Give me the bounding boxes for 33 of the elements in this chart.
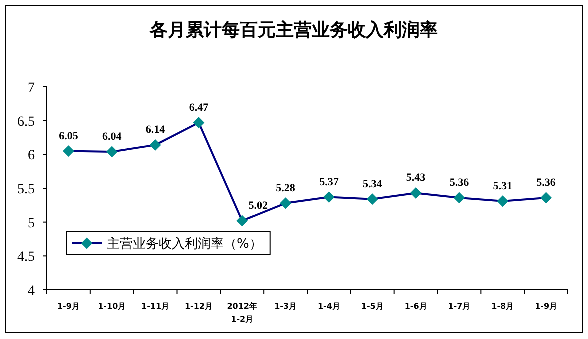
y-tick-label: 6: [28, 148, 35, 164]
x-tick-label: 1-3月: [274, 302, 298, 311]
data-label: 5.31: [493, 180, 512, 192]
x-tick-label: 1-8月: [492, 302, 514, 311]
y-tick-label: 4: [28, 284, 35, 299]
data-label: 5.02: [248, 200, 268, 212]
legend-label: 主营业务收入利润率（%）: [107, 236, 262, 252]
x-tick-label: 1-12月: [184, 302, 213, 311]
y-tick-label: 6.5: [18, 114, 35, 130]
x-tick-label: 1-6月: [404, 302, 428, 311]
x-tick-label: 2012年 1-2月: [227, 302, 258, 324]
x-tick-label: 1-4月: [318, 302, 340, 311]
chart-title: 各月累计每百元主营业务收入利润率: [149, 20, 438, 40]
data-label: 5.36: [450, 176, 470, 189]
x-tick-label: 1-9月: [535, 302, 558, 311]
data-label: 5.37: [320, 176, 340, 188]
data-label: 6.05: [59, 130, 79, 142]
data-label: 5.28: [276, 182, 296, 194]
y-tick-label: 5: [28, 216, 35, 232]
data-label: 6.04: [102, 130, 122, 143]
data-label: 5.43: [406, 172, 426, 184]
y-tick-label: 4.5: [18, 250, 35, 266]
y-tick-label: 7: [28, 81, 35, 96]
data-label: 5.36: [536, 176, 556, 189]
data-label: 5.34: [363, 178, 383, 190]
data-label: 6.47: [189, 102, 210, 114]
x-tick-label: 1-11月: [142, 302, 170, 311]
data-label: 6.14: [146, 124, 166, 136]
x-tick-label: 1-9月: [57, 302, 80, 311]
x-tick-label: 1-5月: [361, 302, 384, 311]
x-tick-label: 1-7月: [448, 302, 471, 311]
x-tick-label: 1-10月: [98, 302, 126, 311]
y-tick-label: 5.5: [18, 182, 35, 198]
